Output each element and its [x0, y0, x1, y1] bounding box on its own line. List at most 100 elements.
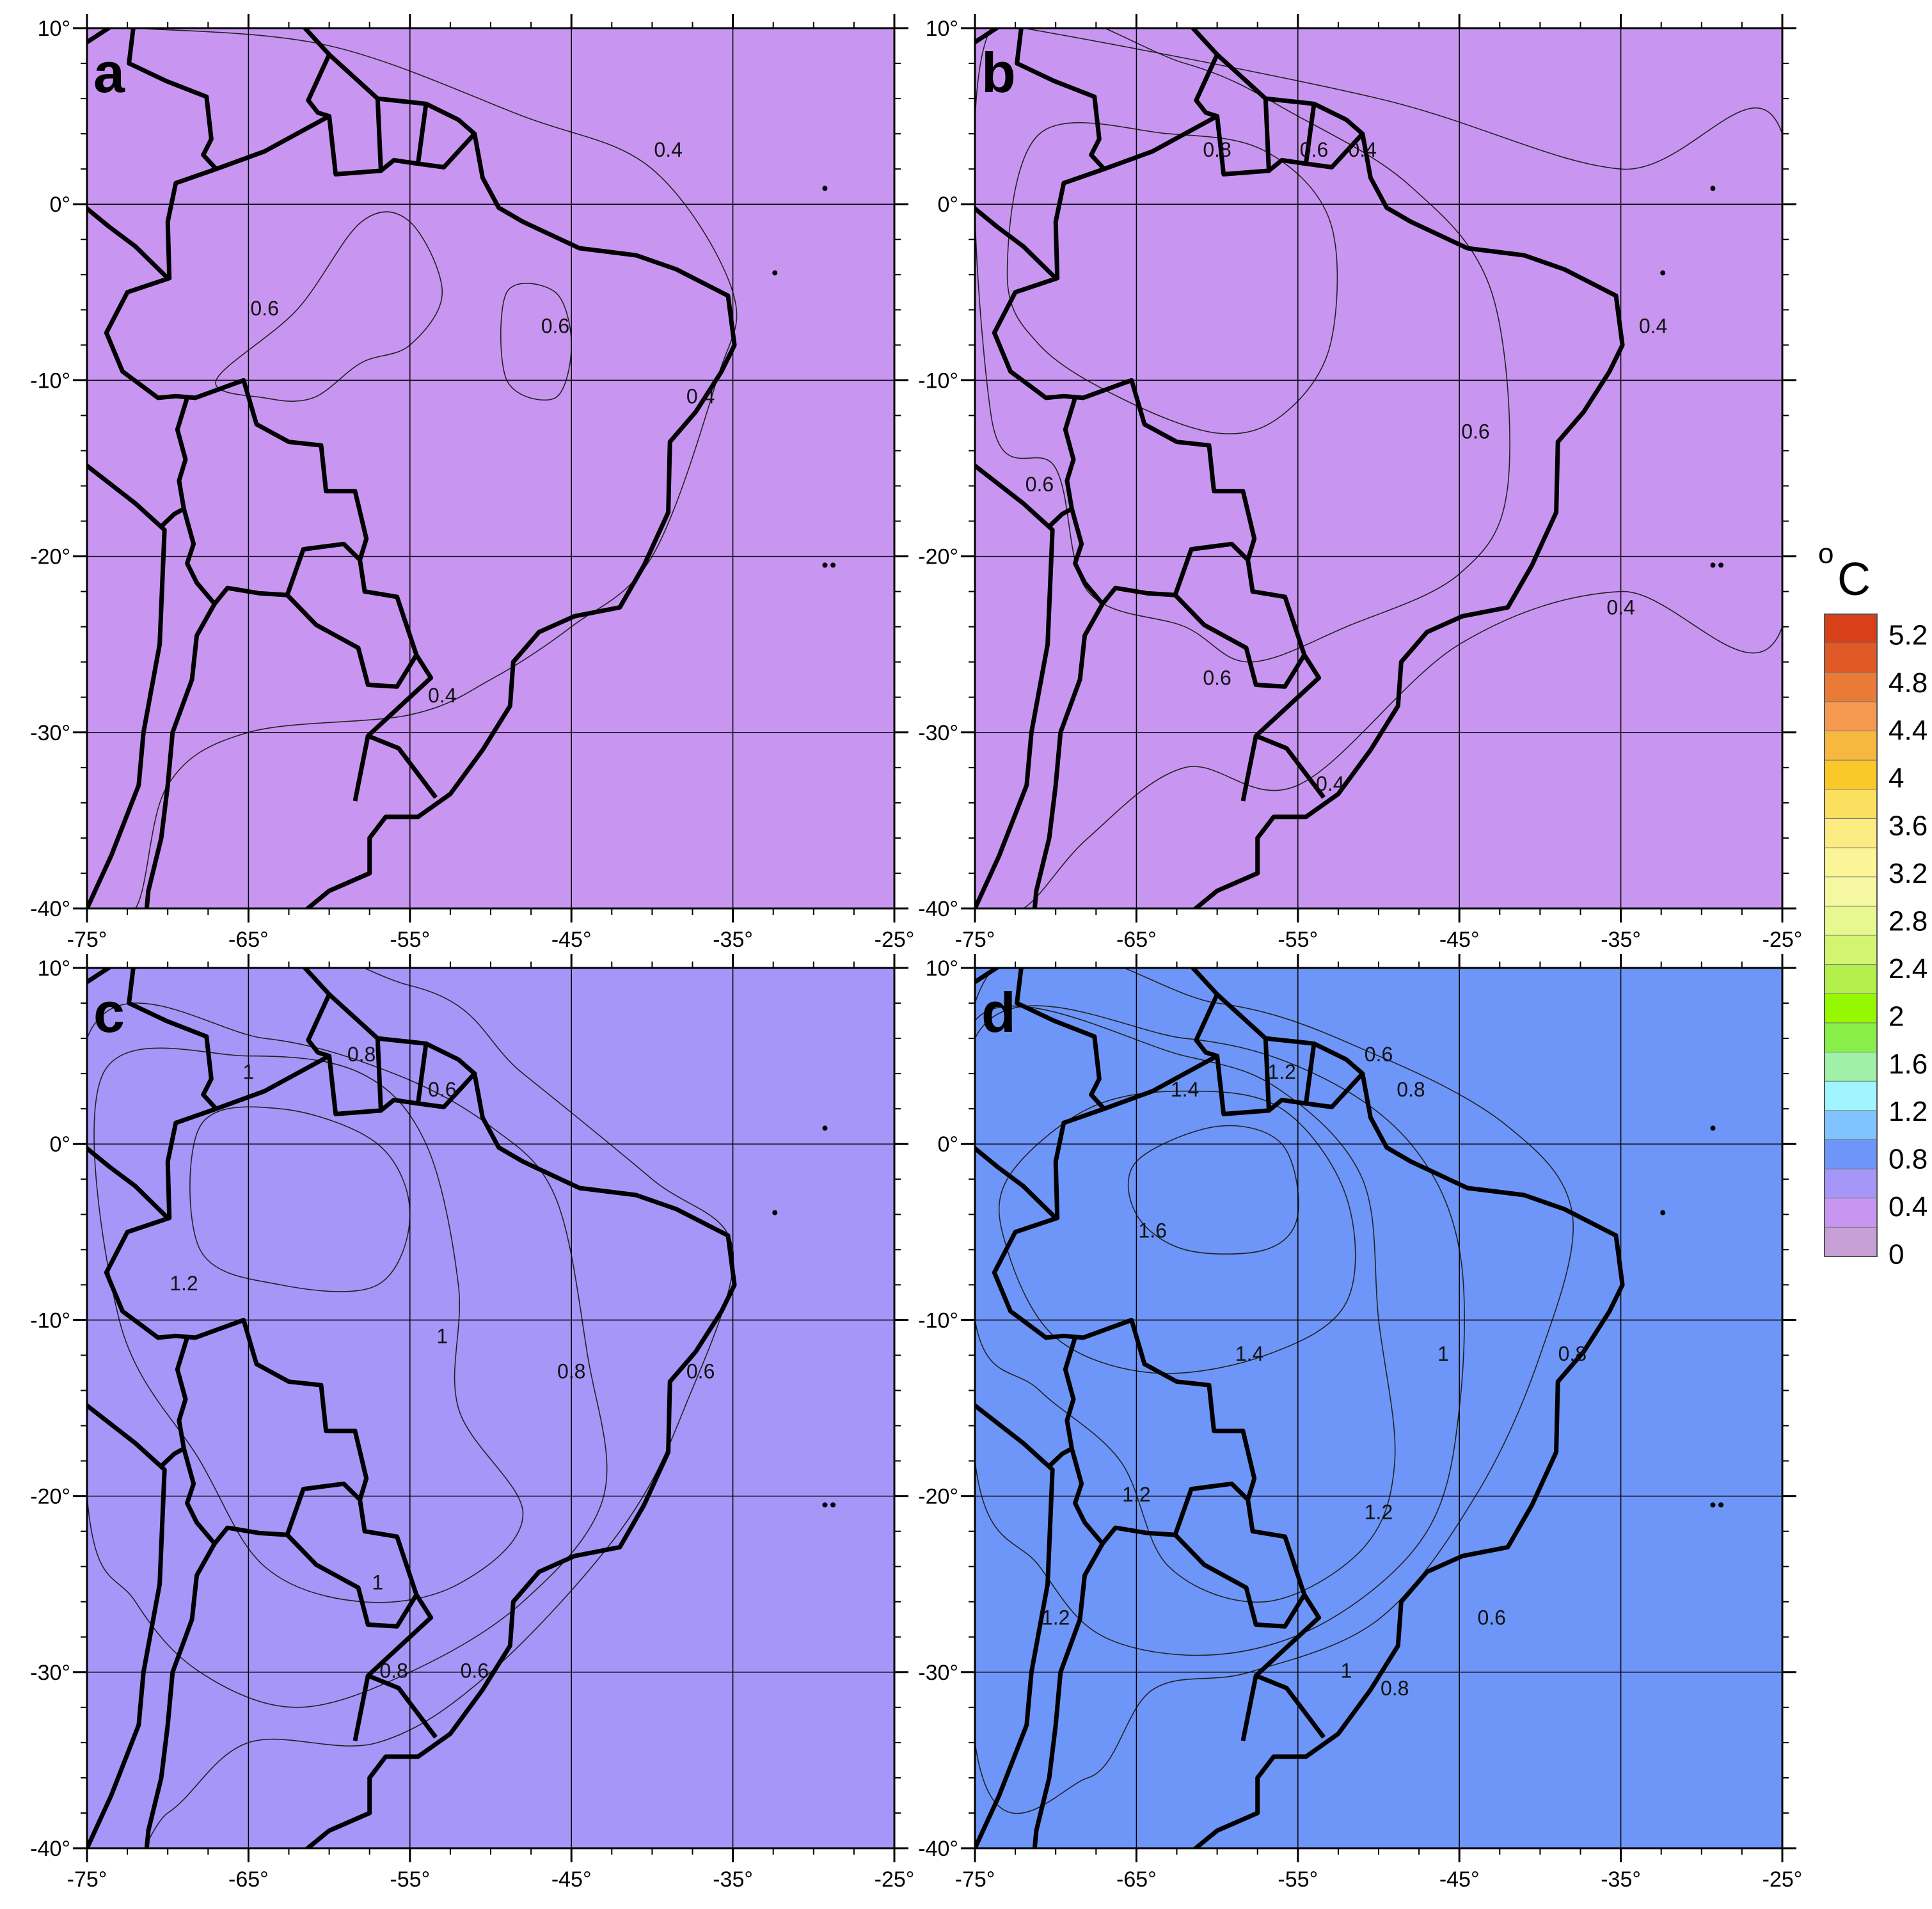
country-border	[352, 1675, 370, 1741]
country-border	[182, 1448, 362, 1546]
island-dot	[1710, 1502, 1716, 1508]
coastline	[975, 28, 1625, 908]
contour-label: 0.6	[250, 297, 278, 320]
lon-tick-label: -25°	[875, 1867, 915, 1892]
country-border	[285, 593, 418, 689]
country-border	[1070, 1448, 1250, 1546]
lat-tick-label: -10°	[30, 368, 70, 393]
lon-tick-label: -65°	[228, 928, 269, 952]
lat-tick-label: -20°	[918, 1485, 958, 1509]
lon-tick-label: -75°	[955, 928, 995, 952]
country-border	[3, 206, 84, 292]
contour-label: 1	[1341, 1659, 1352, 1682]
legend-swatch	[1824, 1110, 1878, 1141]
country-border	[352, 735, 370, 802]
lon-tick-label: -25°	[1762, 928, 1803, 952]
country-border	[1240, 1675, 1258, 1741]
lat-tick-label: -10°	[918, 368, 958, 393]
contour-label: 0.8	[379, 1659, 408, 1682]
lon-tick-label: -65°	[1116, 1867, 1157, 1892]
contour-label: 0.4	[1349, 138, 1377, 161]
legend-level-label: 2	[1888, 1001, 1904, 1032]
contour-region-0-4	[975, 28, 1782, 908]
contour-label: 1.2	[1267, 1061, 1295, 1084]
lat-tick-label: -30°	[30, 721, 70, 745]
legend-unit-degree: o	[1818, 538, 1833, 569]
contour-label: 0.8	[1397, 1078, 1425, 1101]
contour-region-1-2	[189, 1106, 411, 1292]
island-dot	[822, 1125, 828, 1131]
lat-tick-label: 10°	[926, 956, 958, 981]
map-field: 0.6 1.4 1.2 0.8 1.6 1.4 1 0.8 1.2 1.2 1.2 0.6 1 0.8	[891, 968, 1782, 1848]
country-border	[1047, 1336, 1077, 1468]
legend-level-label: 1.6	[1888, 1049, 1928, 1080]
country-border	[144, 1542, 217, 1848]
contour-label: 0.6	[541, 314, 569, 337]
country-border	[379, 1097, 418, 1113]
country-border	[1015, 968, 1106, 1111]
contour-label: 0.6	[1365, 1043, 1393, 1066]
country-border	[3, 1146, 84, 1232]
legend-level-label: 0	[1888, 1239, 1904, 1271]
country-border	[379, 157, 418, 173]
lat-tick-label: -30°	[30, 1661, 70, 1685]
legend-swatch	[1824, 818, 1878, 849]
lon-tick-label: -65°	[1116, 928, 1157, 952]
island-dot	[1660, 270, 1666, 276]
lon-tick-label: -35°	[1601, 928, 1641, 952]
lat-tick-label: -20°	[30, 1485, 70, 1509]
legend-swatch	[1824, 876, 1878, 907]
lat-tick-label: -30°	[918, 1661, 958, 1685]
country-border	[1240, 735, 1258, 802]
color-legend: 5.2 4.8 4.4 4 3.6 3.2 2.8 2.4 2 1.6 1.2 0.8 0.4 0 oC	[1818, 538, 1928, 1271]
island-dot	[822, 562, 828, 568]
contour-region-0-6	[87, 968, 734, 1848]
lon-tick-label: -25°	[1762, 1867, 1803, 1892]
contour-label: 0.8	[347, 1043, 376, 1066]
contour-label: 0.6	[1477, 1606, 1505, 1629]
contour-region-1	[93, 1047, 524, 1603]
legend-swatch	[1824, 614, 1878, 644]
contour-label: 0.4	[428, 684, 456, 707]
contour-label: 0.8	[1381, 1677, 1409, 1700]
country-border	[415, 103, 477, 170]
contour-region-1-2	[975, 1005, 1396, 1603]
map-panel-a: 0.4 0.6 0.6 0.4 0.4 10° 0° -10° -20° -30° -40° -75°…	[3, 14, 914, 952]
country-border	[182, 508, 362, 606]
country-border	[144, 603, 217, 908]
country-border	[104, 1054, 438, 1739]
country-border	[1015, 28, 1106, 171]
legend-level-label: 3.6	[1888, 810, 1928, 841]
panel-letter: b	[981, 41, 1016, 104]
island-dot	[822, 1502, 828, 1508]
country-border	[1070, 508, 1250, 606]
contour-label: 0.8	[1558, 1342, 1587, 1365]
contour-label: 0.6	[428, 1078, 456, 1101]
contour-region-0-6	[215, 211, 443, 402]
lat-tick-label: 10°	[926, 17, 958, 41]
lat-tick-label: 0°	[937, 193, 958, 217]
contour-label: 0.6	[1025, 473, 1054, 496]
country-border	[891, 1146, 972, 1232]
contour-label: 0.4	[1606, 596, 1635, 619]
country-border	[87, 205, 170, 280]
legend-level-label: 5.2	[1888, 620, 1928, 651]
map-field: 1 0.8 0.6 1.2 1 0.8 0.6 1 0.8 0.6	[3, 968, 894, 1848]
contour-label: 1	[1437, 1342, 1449, 1365]
lat-tick-label: -20°	[918, 545, 958, 569]
country-border	[1303, 1043, 1365, 1109]
legend-swatch	[1824, 1022, 1878, 1053]
coastline	[87, 968, 737, 1848]
lat-tick-label: -40°	[918, 897, 958, 921]
lat-tick-label: -40°	[30, 1837, 70, 1861]
lat-tick-label: 10°	[38, 17, 70, 41]
lon-tick-label: -55°	[1278, 928, 1318, 952]
legend-swatch	[1824, 643, 1878, 674]
map-panel-b: 0.8 0.6 0.4 0.6 0.4 0.6 0.6 0.4 0.4 10° 0° -10° -20°…	[918, 14, 1803, 952]
country-border	[1032, 1542, 1105, 1848]
legend-level-label: 4.4	[1888, 715, 1928, 747]
contour-label: 1.2	[1122, 1483, 1150, 1506]
contour-region-0-6	[500, 283, 573, 401]
lon-tick-label: -75°	[67, 1867, 107, 1892]
legend-swatch	[1824, 1052, 1878, 1082]
